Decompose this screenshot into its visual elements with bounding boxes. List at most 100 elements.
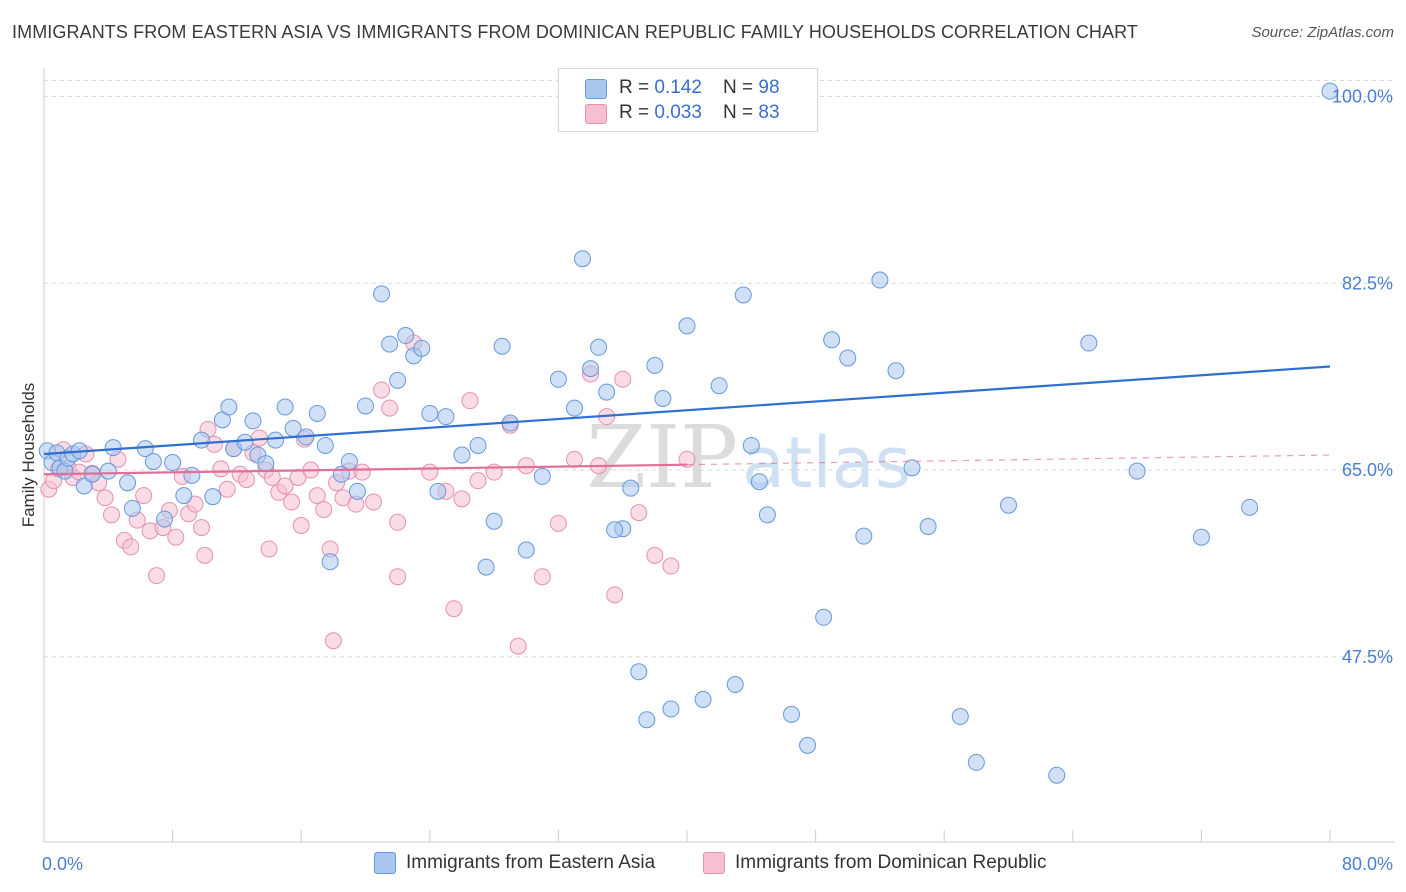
y-tick-label: 65.0% [1342, 460, 1393, 480]
data-point-eastern-asia [799, 736, 817, 754]
data-point-dominican [96, 489, 114, 507]
data-point-eastern-asia [662, 700, 680, 718]
data-point-eastern-asia [421, 404, 439, 422]
data-point-eastern-asia [1321, 82, 1339, 100]
legend-r-value: 0.033 [654, 102, 702, 123]
trend-line-dominican [43, 463, 688, 476]
data-point-eastern-asia [266, 431, 284, 449]
data-point-eastern-asia [1048, 766, 1066, 784]
legend-n-label: N = [723, 77, 759, 98]
y-tick-label: 47.5% [1342, 647, 1393, 667]
data-point-eastern-asia [951, 708, 969, 726]
source-label: Source: ZipAtlas.com [1251, 24, 1394, 41]
legend-swatch-blue [585, 79, 607, 99]
data-point-dominican [453, 490, 471, 508]
legend-stats: R = 0.142 N = 98 R = 0.033 N = 83 [558, 68, 818, 132]
data-point-dominican [353, 463, 371, 481]
data-point-eastern-asia [622, 479, 640, 497]
y-axis-label: Family Households [19, 383, 38, 528]
data-point-dominican [646, 546, 664, 564]
data-point-eastern-asia [590, 338, 608, 356]
data-point-dominican [549, 514, 567, 532]
data-point-eastern-asia [815, 608, 833, 626]
data-point-eastern-asia [469, 436, 487, 454]
data-point-eastern-asia [903, 459, 921, 477]
data-point-eastern-asia [316, 436, 334, 454]
data-point-dominican [135, 487, 153, 505]
data-point-eastern-asia [477, 558, 495, 576]
data-point-dominican [469, 472, 487, 490]
legend-swatch-blue [374, 852, 396, 874]
data-point-eastern-asia [734, 286, 752, 304]
tick-labels: 47.5% 65.0% 82.5% 100.0% 0.0% 80.0% [42, 87, 1393, 875]
data-point-eastern-asia [308, 404, 326, 422]
data-point-eastern-asia [565, 399, 583, 417]
data-point-eastern-asia [485, 512, 503, 530]
data-point-dominican [381, 399, 399, 417]
data-point-dominican [196, 546, 214, 564]
data-point-eastern-asia [175, 487, 193, 505]
data-point-dominican [238, 471, 256, 489]
data-point-dominican [103, 506, 121, 524]
data-point-dominican [260, 540, 278, 558]
chart-title: IMMIGRANTS FROM EASTERN ASIA VS IMMIGRAN… [12, 22, 1139, 42]
legend-label-dominican: Immigrants from Dominican Republic [735, 852, 1047, 873]
legend-n-label: N = [723, 102, 759, 123]
data-point-dominican [389, 513, 407, 531]
data-point-eastern-asia [630, 663, 648, 681]
data-point-eastern-asia [381, 335, 399, 353]
data-point-eastern-asia [257, 455, 275, 473]
data-point-eastern-asia [156, 510, 174, 528]
data-point-eastern-asia [413, 339, 431, 357]
data-point-dominican [315, 500, 333, 518]
data-point-eastern-asia [123, 499, 141, 517]
data-point-eastern-asia [340, 452, 358, 470]
data-point-eastern-asia [144, 452, 162, 470]
watermark-atlas: atlas [742, 422, 911, 504]
data-point-eastern-asia [839, 349, 857, 367]
data-point-eastern-asia [220, 398, 238, 416]
legend-r-label: R = [619, 77, 655, 98]
data-point-dominican [509, 637, 527, 655]
legend-n-value: 98 [758, 77, 780, 98]
data-point-eastern-asia [119, 474, 137, 492]
data-point-dominican [276, 477, 294, 495]
data-point-dominican [263, 468, 281, 486]
data-point-eastern-asia [1000, 496, 1017, 514]
legend-r-label: R = [619, 102, 655, 123]
data-point-eastern-asia [678, 317, 696, 335]
data-point-eastern-asia [437, 408, 455, 426]
data-point-eastern-asia [549, 370, 567, 388]
data-point-eastern-asia [193, 431, 211, 449]
data-point-eastern-asia [726, 675, 744, 693]
data-point-eastern-asia [204, 488, 222, 506]
data-point-eastern-asia [750, 473, 768, 491]
data-point-dominican [533, 568, 551, 586]
data-point-dominican [148, 567, 166, 585]
data-point-eastern-asia [75, 477, 93, 495]
data-point-eastern-asia [236, 433, 254, 451]
data-point-eastern-asia [429, 482, 447, 500]
data-point-eastern-asia [887, 362, 905, 380]
data-point-eastern-asia [871, 271, 889, 289]
x-tick-label-max: 80.0% [1342, 854, 1393, 874]
data-point-eastern-asia [710, 377, 728, 395]
legend-r-value: 0.142 [654, 77, 702, 98]
data-point-eastern-asia [1080, 334, 1098, 352]
data-point-eastern-asia [1241, 498, 1259, 516]
x-tick-label-min: 0.0% [42, 854, 83, 874]
data-point-dominican [445, 600, 463, 618]
data-point-dominican [662, 557, 680, 575]
data-point-eastern-asia [533, 467, 551, 485]
data-point-eastern-asia [919, 518, 937, 536]
data-point-eastern-asia [99, 462, 117, 480]
data-point-dominican [630, 504, 648, 522]
data-point-dominican [283, 493, 301, 511]
data-point-eastern-asia [654, 390, 672, 408]
data-point-dominican [212, 460, 230, 478]
data-point-dominican [606, 586, 624, 604]
data-point-eastern-asia [646, 356, 664, 374]
legend-label-eastern-asia: Immigrants from Eastern Asia [406, 852, 656, 873]
data-point-eastern-asia [397, 327, 415, 345]
data-point-dominican [292, 516, 310, 534]
